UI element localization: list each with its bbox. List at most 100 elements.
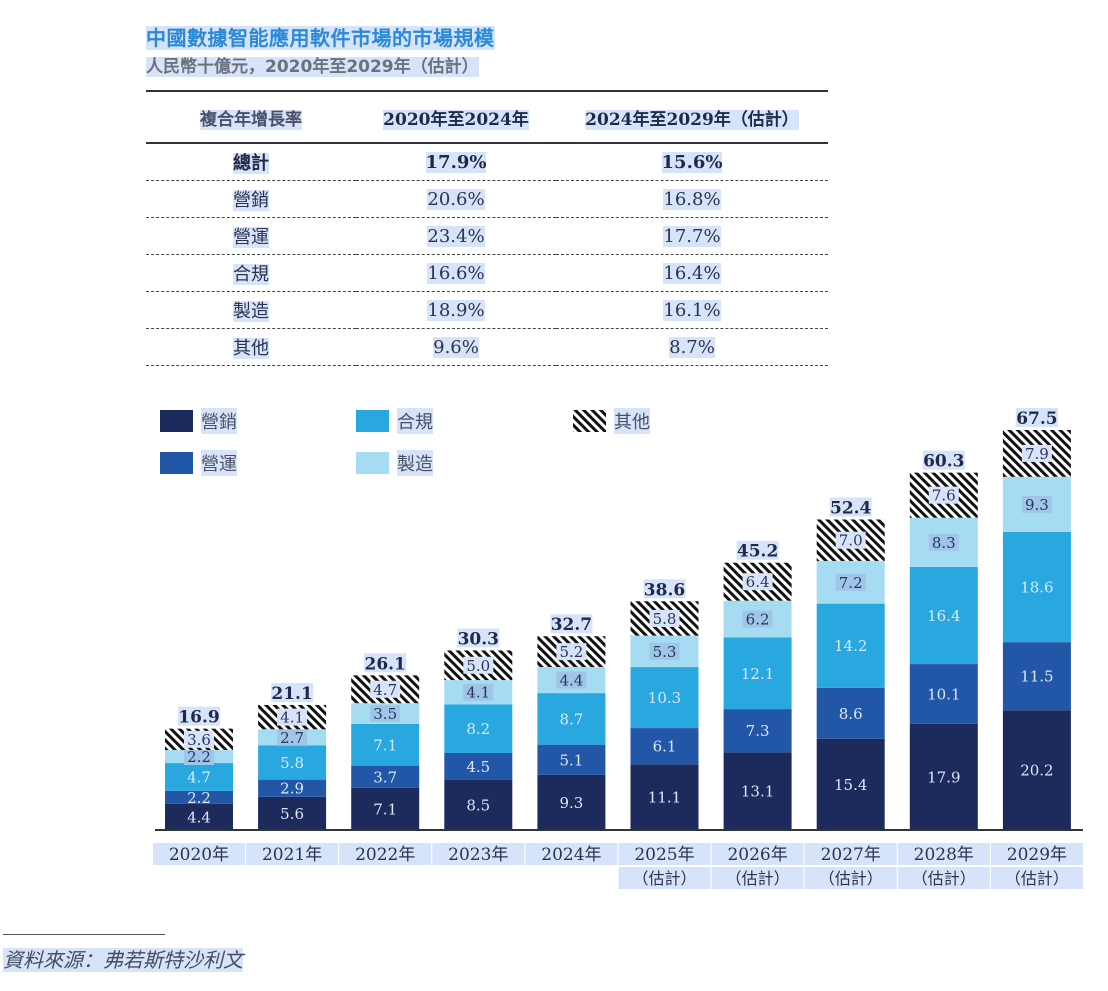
data-label-bg (928, 533, 959, 551)
data-label-others: 3.6 (187, 731, 211, 749)
data-label-manufacturing: 4.4 (559, 672, 583, 690)
x-tick-sublabel: （估計） (1005, 869, 1069, 888)
data-label-bg (742, 573, 773, 591)
cagr-header-row: 複合年增長率 2020年至2024年 2024年至2029年（估計） (146, 90, 828, 144)
x-sublabel-bg (897, 867, 990, 889)
cagr-row-label: 總計 (146, 143, 356, 181)
data-label-marketing: 9.3 (559, 794, 583, 812)
legend-swatch-others (573, 410, 606, 432)
data-label-bg (463, 656, 494, 674)
bar-stack: 8.5 4.5 8.2 4.1 5.0 30.3 (444, 628, 513, 830)
legend-item-others: 其他 (573, 408, 650, 434)
legend-swatch-manufacturing (356, 452, 389, 474)
x-label-bg (618, 843, 711, 865)
cagr-value-period-1: 17.9% (356, 143, 556, 181)
legend-swatch-marketing (160, 410, 193, 432)
bar-stack: 4.42.24.72.23.616.9 (165, 706, 233, 830)
cagr-row-label: 其他 (146, 328, 356, 366)
source-divider (3, 934, 165, 935)
data-label-marketing: 17.9 (927, 768, 960, 786)
total-label-bg (271, 682, 314, 702)
data-label-others: 5.0 (466, 657, 490, 675)
cagr-table: 複合年增長率 2020年至2024年 2024年至2029年（估計） 總計 17… (146, 90, 828, 366)
bar-segment-marketing (537, 774, 606, 830)
data-label-marketing: 4.4 (187, 808, 211, 826)
data-label-compliance: 12.1 (741, 665, 774, 683)
x-tick-label: 2027年 (821, 845, 881, 865)
legend-item-manufacturing: 製造 (356, 450, 433, 476)
total-label-bg (922, 450, 965, 470)
data-label-manufacturing: 4.1 (466, 684, 490, 702)
total-label-bg (829, 497, 872, 517)
data-label-operations: 4.5 (466, 758, 490, 776)
bar-segment-marketing (630, 764, 699, 830)
total-label: 52.4 (830, 498, 872, 518)
cagr-value-period-2: 16.4% (556, 254, 828, 292)
total-label: 67.5 (1016, 409, 1057, 429)
total-label-bg (178, 706, 220, 726)
total-label: 26.1 (364, 654, 405, 674)
cagr-value-period-2: 8.7% (556, 328, 828, 366)
data-label-bg (928, 486, 959, 504)
data-label-compliance: 10.3 (648, 689, 681, 707)
cagr-value-period-2: 16.8% (556, 180, 828, 218)
bar-stack: 17.9 10.1 16.4 8.3 7.6 60.3 (909, 450, 978, 830)
cagr-row-label: 營銷 (146, 180, 356, 218)
x-label-bg (897, 843, 990, 865)
data-label-operations: 11.5 (1020, 668, 1053, 686)
data-label-compliance: 8.7 (559, 710, 583, 728)
legend-swatch-operations (160, 452, 193, 474)
x-tick-label: 2029年 (1007, 845, 1067, 865)
data-label-others: 5.8 (653, 610, 677, 628)
data-label-manufacturing: 6.2 (746, 611, 770, 629)
bar-segment-operations (816, 687, 885, 739)
cagr-value-period-1: 16.6% (356, 254, 556, 292)
total-label: 16.9 (178, 708, 219, 728)
bar-segment-marketing (909, 723, 978, 830)
total-label: 32.7 (551, 615, 592, 635)
data-label-manufacturing: 9.3 (1025, 496, 1049, 514)
data-label-compliance: 4.7 (187, 768, 211, 786)
source-note: 資料來源：弗若斯特沙利文 (3, 948, 243, 972)
chart-subtitle: 人民幣十億元，2020年至2029年（估計） (146, 57, 479, 77)
bar-segment-compliance (258, 745, 327, 780)
data-label-manufacturing: 8.3 (932, 534, 956, 552)
x-label-bg (246, 843, 339, 865)
x-label-bg (711, 843, 804, 865)
bar-stack: 20.2 11.5 18.6 9.3 7.9 67.5 (1002, 408, 1071, 830)
x-sublabel-bg (618, 867, 711, 889)
total-label: 45.2 (737, 542, 778, 562)
bar-segment-compliance (630, 667, 699, 729)
bar-segment-compliance (816, 603, 885, 688)
x-axis-labels: 2020年 2021年 2022年 2023年 2024年 2025年 （估計） 2026年 （… (153, 843, 1083, 889)
bar-segment-marketing (351, 787, 420, 830)
bar-segment-operations (258, 779, 327, 797)
x-tick-label: 2020年 (169, 845, 229, 865)
data-label-bg (835, 531, 866, 549)
chart-title: 中國數據智能應用軟件市場的市場規模 (146, 26, 495, 50)
data-label-others: 6.4 (746, 573, 770, 591)
data-label-bg (556, 643, 587, 661)
bar-segment-compliance (537, 693, 606, 745)
data-label-bg (277, 728, 308, 746)
x-tick-sublabel: （估計） (819, 869, 883, 888)
bar-segment-operations (723, 709, 792, 753)
total-label-bg (1015, 408, 1058, 427)
cagr-header-period-2: 2024年至2029年（估計） (556, 90, 828, 144)
data-label-compliance: 5.8 (280, 754, 304, 772)
x-tick-label: 2026年 (727, 845, 787, 865)
x-tick-label: 2025年 (634, 845, 694, 865)
data-label-bg (556, 671, 587, 689)
cagr-value-period-2: 15.6% (556, 143, 828, 181)
cagr-row-compliance: 合規 16.6% 16.4% (146, 254, 828, 292)
data-label-manufacturing: 3.5 (373, 705, 397, 723)
total-label-bg (736, 540, 779, 560)
bar-segment-marketing (816, 738, 885, 830)
x-sublabel-bg (990, 867, 1083, 889)
x-tick-label: 2021年 (262, 845, 322, 865)
bars-group: 4.42.24.72.23.616.95.62.95.82.74.121.17.… (165, 408, 1071, 830)
data-label-bg (184, 748, 214, 766)
data-label-marketing: 7.1 (373, 800, 397, 818)
data-label-manufacturing: 2.7 (280, 729, 304, 747)
bar-segment-marketing (1002, 710, 1071, 830)
